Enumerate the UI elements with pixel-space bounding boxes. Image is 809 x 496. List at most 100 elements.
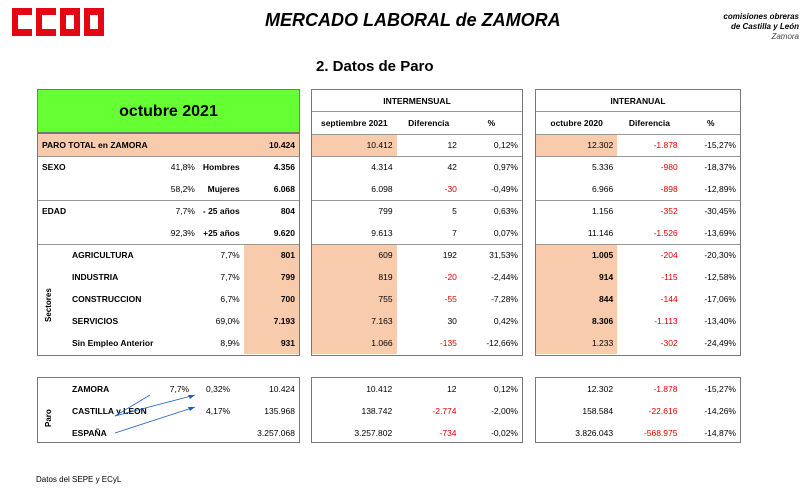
row-pct: 7,7%: [157, 243, 244, 266]
header-row: octubre 2020 Diferencia%: [536, 112, 740, 134]
cell-diff: -568.975: [643, 428, 678, 438]
table-row: AGRICULTURA 7,7% 801: [38, 243, 299, 266]
row-label: AGRICULTURA: [38, 243, 158, 266]
row-value: 801: [243, 243, 299, 266]
cell-pct: -13,40%: [704, 316, 736, 326]
cell-diff: -20: [444, 272, 457, 282]
row-label: ZAMORA: [72, 384, 110, 394]
column-header: Diferencia: [628, 117, 670, 128]
cell-pct: -2,44%: [491, 272, 518, 282]
cell-pct: 0,07%: [493, 227, 518, 238]
period-header: octubre 2021: [37, 89, 300, 133]
cell-diff: 12: [447, 384, 457, 394]
row-label: PARO TOTAL en ZAMORA: [38, 134, 244, 156]
section-title: 2. Datos de Paro: [316, 58, 434, 75]
table-row: ZAMORA 7,7% 0,32% 10.424: [38, 378, 299, 400]
row-pct: 7,7%: [169, 384, 190, 394]
cell-value: 10.412: [312, 133, 397, 156]
row-value: 3.257.068: [257, 428, 295, 438]
page-title: MERCADO LABORAL de ZAMORA: [265, 10, 561, 30]
table-row: 1.156 -352 -30,45%: [536, 199, 740, 222]
cell-value: 819: [312, 266, 397, 288]
header-row: septiembre 2021 Diferencia%: [312, 112, 522, 134]
row-label: EDAD: [38, 199, 158, 222]
cell-pct: 0,12%: [460, 133, 522, 156]
cell-diff: -1.113: [654, 316, 678, 326]
row-label: INDUSTRIA: [72, 272, 119, 282]
column-header: octubre 2020: [550, 117, 603, 128]
table-row: 5.336 -980 -18,37%: [536, 155, 740, 178]
cell-pct: 0,97%: [460, 155, 522, 178]
cell-value: 8.306: [536, 310, 618, 332]
row-sub: Hombres: [198, 155, 244, 178]
row-label: SEXO: [38, 155, 158, 178]
cell-pct: -14,26%: [704, 406, 736, 416]
interanual-panel: INTERANUAL octubre 2020 Diferencia% 12.302…: [535, 89, 741, 356]
cell-pct: -30,45%: [681, 199, 740, 222]
cell-value: 10.412: [366, 384, 393, 394]
cell-value: 5.336: [536, 155, 618, 178]
column-header: septiembre 2021: [320, 117, 388, 128]
paro-label: Paro: [44, 409, 53, 427]
table-row: 914 -115 -12,58%: [536, 266, 740, 288]
row-value: 799: [243, 266, 299, 288]
cell-value: 9.613: [371, 227, 393, 238]
cell-value: 1.066: [312, 332, 397, 354]
brand-line-2: de Castilla y León: [730, 22, 799, 31]
cell-pct: -0,49%: [491, 183, 518, 194]
row-label: CONSTRUCCION: [72, 294, 142, 304]
row-pct2: 4,17%: [206, 406, 231, 416]
table-row: Sin Empleo Anterior 8,9% 931: [38, 332, 299, 354]
cell-diff: -30: [444, 183, 457, 194]
cell-pct: -14,87%: [704, 428, 736, 438]
cell-pct: -12,58%: [704, 272, 736, 282]
cell-value: 6.098: [371, 183, 393, 194]
table-row: 3.826.043 -568.975 -14,87%: [536, 422, 740, 444]
row-sub: - 25 años: [198, 199, 244, 222]
cell-pct: -20,30%: [681, 243, 740, 266]
row-value: 700: [243, 288, 299, 310]
row-pct: 69,0%: [215, 316, 240, 326]
cell-diff: -302: [660, 338, 678, 348]
cell-diff: -115: [661, 272, 678, 282]
table-row: 6.966 -898 -12,89%: [536, 178, 740, 200]
cell-value: 755: [312, 288, 397, 310]
intermensual-bottom-table: 10.412 12 0,12% 138.742 -2.774 -2,00% 3.257.80…: [311, 377, 523, 443]
cell-value: 6.966: [591, 183, 614, 194]
cell-diff: -1.878: [653, 384, 678, 394]
cell-diff: -2.774: [432, 406, 457, 416]
table-row: 10.412 12 0,12%: [312, 378, 522, 400]
row-value: 6.068: [273, 183, 295, 194]
interanual-bottom-table: 12.302 -1.878 -15,27% 158.584 -22.616 -14,26%…: [535, 377, 741, 443]
table-row: 799 5 0,63%: [312, 199, 522, 222]
cell-value: 12.302: [536, 133, 618, 156]
table-row: 844 -144 -17,06%: [536, 288, 740, 310]
cell-value: 609: [312, 243, 397, 266]
row-pct: 6,7%: [220, 294, 240, 304]
cell-value: 158.584: [582, 406, 614, 416]
table-row: 755 -55 -7,28%: [312, 288, 522, 310]
row-pct: 41,8%: [157, 155, 199, 178]
row-label: CASTILLA y LEON: [72, 406, 147, 416]
table-row: INDUSTRIA 7,7% 799: [38, 266, 299, 288]
cell-value: 1.005: [536, 243, 618, 266]
table-row: 1.066 -135 -12,66%: [312, 332, 522, 354]
cell-pct: -17,06%: [704, 294, 736, 304]
cell-diff: 12: [396, 133, 461, 156]
row-pct2: 0,32%: [206, 384, 231, 394]
cell-diff: -204: [617, 243, 682, 266]
cell-diff: 42: [396, 155, 461, 178]
table-row: CASTILLA y LEON 4,17% 135.968: [38, 400, 299, 422]
comparison-arrows: [114, 394, 196, 434]
table-row: 58,2% Mujeres 6.068: [38, 178, 299, 200]
interanual-title: INTERANUAL: [536, 90, 740, 112]
cell-value: 1.156: [536, 199, 618, 222]
cell-pct: 0,42%: [493, 316, 518, 326]
cell-diff: -1.526: [653, 227, 678, 238]
row-value: 4.356: [243, 155, 299, 178]
cell-value: 4.314: [312, 155, 397, 178]
left-bottom-table: ZAMORA 7,7% 0,32% 10.424 CASTILLA y LEON 4,17…: [37, 377, 300, 443]
row-label: Sin Empleo Anterior: [72, 338, 154, 348]
table-row: PARO TOTAL en ZAMORA 10.424: [38, 134, 299, 156]
cell-pct: 0,12%: [493, 384, 518, 394]
